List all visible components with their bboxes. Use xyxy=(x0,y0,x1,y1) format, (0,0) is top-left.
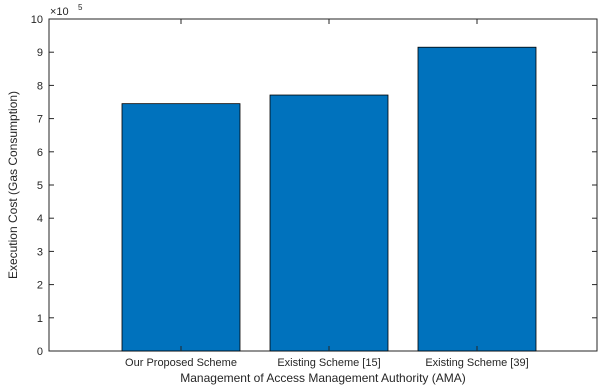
x-axis-ticks: Our Proposed Scheme Existing Scheme [15] E… xyxy=(125,19,529,369)
y-exponent-base: ×10 xyxy=(50,6,69,18)
bars xyxy=(121,46,537,352)
x-tick-label: Existing Scheme [39] xyxy=(425,357,528,369)
x-axis-label: Management of Access Management Authorit… xyxy=(180,371,465,385)
y-tick-label: 9 xyxy=(37,47,43,59)
y-tick-label: 5 xyxy=(37,180,43,192)
y-axis-ticks: 0 1 2 3 4 5 6 7 8 9 10 xyxy=(31,14,597,358)
y-tick-label: 3 xyxy=(37,246,43,258)
bar-3 xyxy=(417,46,537,352)
bar-1 xyxy=(121,103,241,352)
y-tick-label: 6 xyxy=(37,147,43,159)
y-axis-label: Execution Cost (Gas Consumption) xyxy=(6,91,20,279)
y-tick-label: 2 xyxy=(37,280,43,292)
x-tick-label: Our Proposed Scheme xyxy=(125,357,237,369)
y-tick-label: 8 xyxy=(37,80,43,92)
x-tick-label: Existing Scheme [15] xyxy=(277,357,380,369)
bar-2 xyxy=(269,94,389,352)
y-tick-label: 7 xyxy=(37,114,43,126)
y-tick-label: 1 xyxy=(37,313,43,325)
y-tick-label: 4 xyxy=(37,213,43,225)
y-exponent-power: 5 xyxy=(78,3,83,12)
y-tick-label: 10 xyxy=(31,14,43,26)
y-tick-label: 0 xyxy=(37,346,43,358)
